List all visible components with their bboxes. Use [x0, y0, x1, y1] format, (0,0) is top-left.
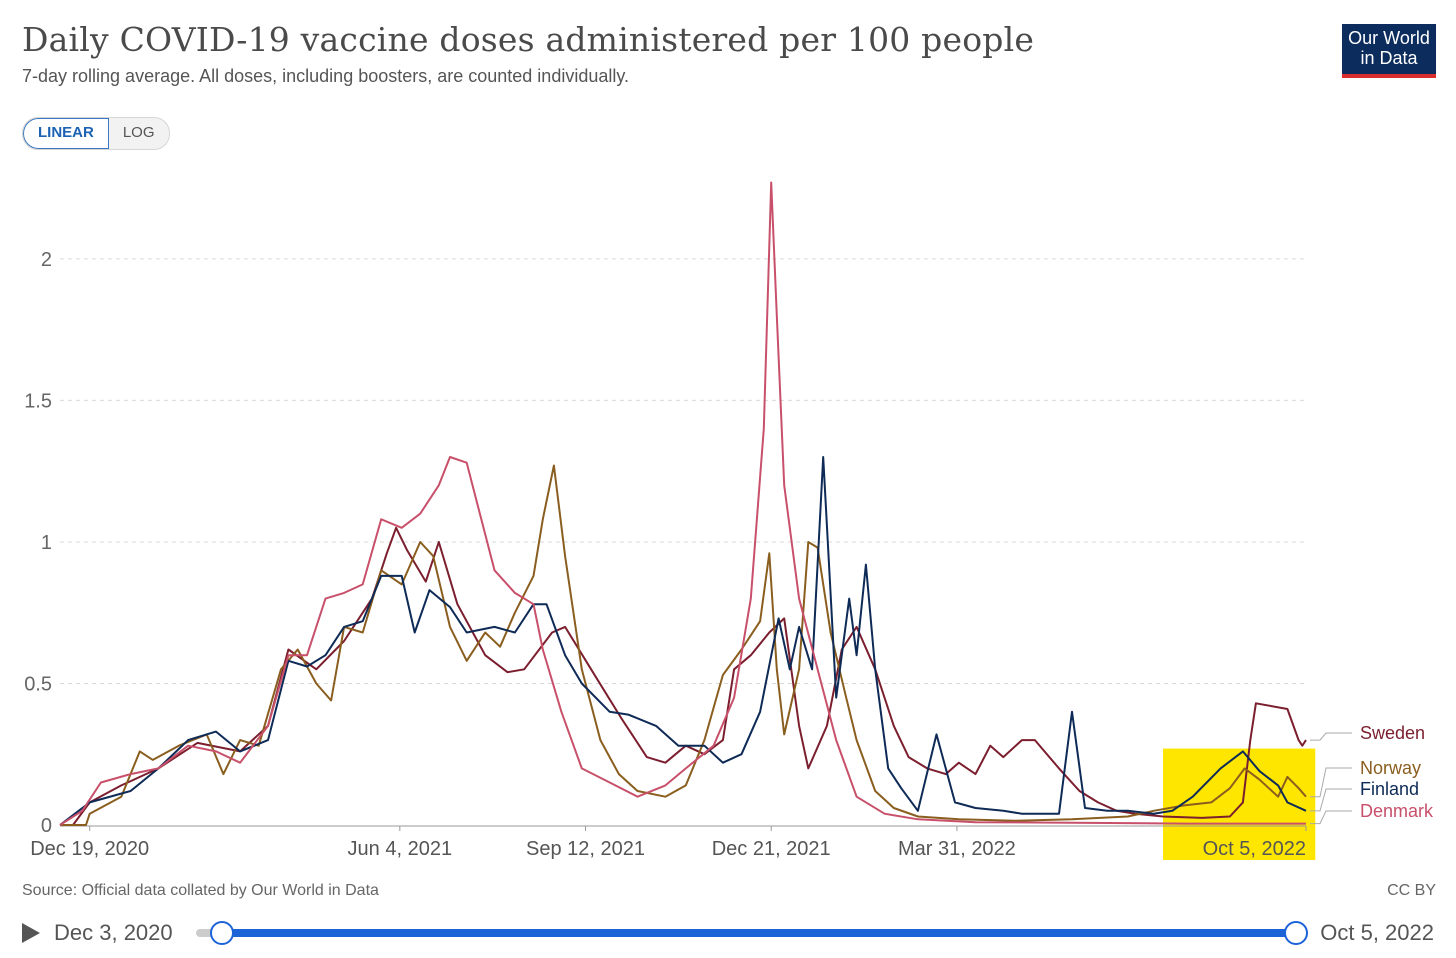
- y-tick-label: 2: [41, 249, 52, 271]
- series-line-finland[interactable]: [59, 456, 1307, 826]
- logo-line-2: in Data: [1360, 48, 1418, 68]
- timeline-selected-range: [220, 929, 1296, 937]
- series-label-denmark[interactable]: Denmark: [1360, 801, 1434, 821]
- x-tick-label: Mar 31, 2022: [898, 838, 1016, 860]
- line-chart: 0 0.5 1 1.5 2 Dec 19, 2020 Jun 4, 2021 Sep 12,…: [24, 181, 1434, 860]
- x-tick-label: Oct 5, 2022: [1203, 838, 1306, 860]
- label-connector: [1310, 767, 1352, 798]
- y-tick-label: 1: [41, 532, 52, 554]
- timeline-track[interactable]: [196, 921, 1308, 945]
- logo-line-1: Our World: [1348, 28, 1430, 48]
- play-icon[interactable]: [22, 923, 40, 943]
- series-label-norway[interactable]: Norway: [1360, 758, 1421, 778]
- grid-lines: [60, 258, 1306, 684]
- label-connector: [1310, 788, 1352, 812]
- label-connector: [1310, 810, 1352, 825]
- timeline-start-label: Dec 3, 2020: [54, 920, 173, 945]
- y-tick-label: 1.5: [24, 390, 52, 412]
- x-axis-ticks: Dec 19, 2020 Jun 4, 2021 Sep 12, 2021 Dec 2…: [30, 826, 1307, 860]
- series-line-denmark[interactable]: [59, 181, 1306, 826]
- y-tick-label: 0: [41, 815, 52, 837]
- x-tick-label: Dec 21, 2021: [712, 838, 831, 860]
- y-axis-labels: 0 0.5 1 1.5 2: [24, 249, 52, 837]
- owid-logo[interactable]: Our World in Data: [1342, 24, 1436, 78]
- series-label-finland[interactable]: Finland: [1360, 779, 1419, 799]
- log-scale-button[interactable]: LOG: [122, 124, 155, 141]
- y-tick-label: 0.5: [24, 673, 52, 695]
- x-tick-label: Sep 12, 2021: [526, 838, 645, 860]
- timeline-end-label: Oct 5, 2022: [1320, 920, 1434, 945]
- chart-subtitle: 7-day rolling average. All doses, includ…: [22, 66, 630, 86]
- scale-toggle: LINEAR LOG: [22, 117, 170, 150]
- license-link[interactable]: CC BY: [1387, 882, 1436, 899]
- label-connector: [1310, 732, 1352, 741]
- timeline: Dec 3, 2020 Oct 5, 2022: [0, 912, 1456, 952]
- linear-scale-button[interactable]: LINEAR: [23, 118, 109, 149]
- series-line-sweden[interactable]: [60, 526, 1307, 826]
- timeline-start-handle[interactable]: [210, 921, 234, 945]
- chart-title: Daily COVID-19 vaccine doses administere…: [22, 20, 1035, 59]
- series-lines: [59, 181, 1307, 826]
- x-tick-label: Dec 19, 2020: [30, 838, 149, 860]
- x-tick-label: Jun 4, 2021: [348, 838, 453, 860]
- series-label-sweden[interactable]: Sweden: [1360, 723, 1425, 743]
- source-note: Source: Official data collated by Our Wo…: [22, 882, 379, 899]
- timeline-end-handle[interactable]: [1284, 921, 1308, 945]
- series-line-norway[interactable]: [60, 464, 1307, 826]
